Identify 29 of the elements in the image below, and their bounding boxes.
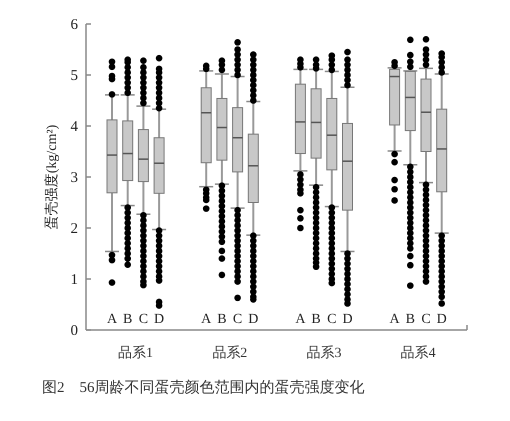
- x-tick-label: C: [138, 312, 148, 327]
- x-tick-label: D: [436, 312, 447, 327]
- y-tick-label: 6: [70, 17, 78, 33]
- x-tick-label: A: [295, 312, 306, 327]
- x-tick-label: D: [342, 312, 353, 327]
- caption: 图2 56周龄不同蛋壳颜色范围内的蛋壳强度变化: [42, 379, 364, 396]
- x-tick-label: C: [421, 312, 431, 327]
- text: 品系1: [118, 345, 154, 361]
- x-tick-label: B: [217, 312, 227, 327]
- y-tick-label: 0: [70, 323, 78, 339]
- x-tick-label: A: [390, 312, 401, 327]
- x-tick-label: D: [154, 312, 164, 327]
- text: 品系3: [306, 345, 342, 361]
- y-tick-label: 5: [70, 68, 78, 84]
- x-tick-label: C: [232, 312, 242, 327]
- y-axis-title: 蛋壳强度(kg/cm²): [44, 124, 60, 230]
- x-tick-label: C: [327, 312, 336, 327]
- x-tick-label: A: [106, 312, 118, 327]
- y-tick-label: 3: [70, 170, 78, 186]
- x-tick-label: D: [248, 312, 258, 327]
- y-tick-label: 4: [70, 119, 78, 135]
- x-tick-label: A: [201, 312, 212, 327]
- y-tick-label: 2: [70, 221, 78, 237]
- y-tick-label: 1: [70, 272, 78, 288]
- x-tick-label: B: [311, 312, 321, 327]
- text: 品系2: [212, 345, 248, 361]
- text: 品系4: [400, 345, 436, 361]
- x-tick-label: B: [123, 312, 132, 327]
- x-tick-label: B: [406, 312, 415, 327]
